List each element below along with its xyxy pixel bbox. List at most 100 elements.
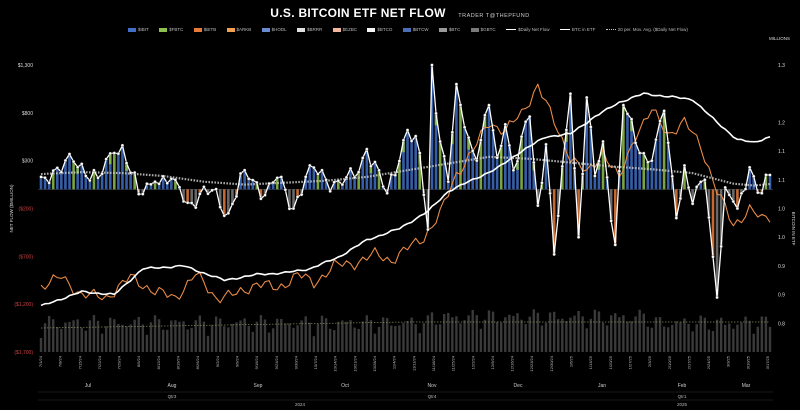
flow-bar <box>292 189 295 209</box>
volume-bar <box>512 315 515 352</box>
flow-bar <box>373 162 377 190</box>
flow-bar <box>389 174 393 190</box>
volume-bar <box>504 317 507 352</box>
volume-bar <box>64 322 67 352</box>
volume-bar <box>333 330 336 352</box>
flow-bar <box>483 115 487 190</box>
flow-point <box>137 192 141 196</box>
flow-point <box>752 174 756 178</box>
flow-point <box>479 138 483 142</box>
flow-bar <box>267 183 271 190</box>
volume-bar <box>495 321 499 352</box>
flow-bar <box>337 180 340 190</box>
flow-bar <box>577 189 580 238</box>
x-date-label: 8/12/24 <box>156 355 161 369</box>
volume-bar <box>239 320 242 352</box>
volume-bar <box>104 326 108 352</box>
flow-bar <box>60 172 63 190</box>
flow-point <box>76 165 80 169</box>
flow-point <box>442 154 446 158</box>
flow-bar <box>394 175 397 190</box>
flow-bar <box>410 141 413 190</box>
volume-bar <box>186 329 189 352</box>
flow-bar <box>442 156 446 190</box>
volume-bar <box>300 320 303 352</box>
volume-bar <box>719 317 723 352</box>
flow-bar <box>296 189 299 197</box>
flow-bar <box>43 177 47 190</box>
flow-point <box>617 169 621 173</box>
flow-point <box>226 211 230 215</box>
x-date-label: 9/30/24 <box>293 355 298 369</box>
flow-point <box>760 191 764 195</box>
flow-bar <box>642 153 646 190</box>
flow-bar <box>446 181 450 190</box>
flow-point <box>650 159 654 163</box>
right-axis-label: BITCOIN IN ETF <box>791 212 796 246</box>
flow-bar <box>516 161 519 190</box>
flow-bar <box>764 174 768 190</box>
flow-point <box>601 139 605 144</box>
flow-point <box>67 152 72 156</box>
flow-bar <box>593 175 597 190</box>
x-date-label: 11/11/24 <box>411 355 416 371</box>
volume-bar <box>88 320 92 352</box>
legend-swatch <box>159 27 168 32</box>
volume-bar <box>744 316 747 352</box>
flow-point <box>173 178 178 182</box>
flow-point <box>699 180 703 184</box>
flow-bar <box>243 170 246 190</box>
flow-bar <box>707 189 711 218</box>
volume-bar <box>231 323 234 352</box>
legend-label: $BTCW <box>412 27 429 32</box>
flow-point <box>141 192 145 196</box>
volume-bar <box>548 312 552 352</box>
flow-point <box>39 175 43 179</box>
legend-item: 20 per. Mov. Avg. ($Daily Net Flow) <box>605 27 688 32</box>
flow-bar <box>251 180 255 190</box>
flow-point <box>206 192 210 196</box>
flow-bar <box>711 189 715 257</box>
volume-bar <box>630 321 633 352</box>
flow-bar <box>55 167 59 190</box>
flow-bar <box>361 157 365 190</box>
flow-bar-segment <box>662 110 666 123</box>
flow-bar <box>560 166 564 190</box>
year-label: 2024 <box>295 402 306 407</box>
flow-point <box>658 119 662 123</box>
volume-bar <box>544 322 548 352</box>
flow-bar <box>544 144 548 190</box>
flow-point <box>556 214 560 218</box>
left-tick-label: ($700) <box>19 254 34 260</box>
flow-bar <box>133 172 136 190</box>
flow-bar <box>503 124 507 190</box>
x-date-labels: 7/1/24 7/8/24 7/15/24 7/22/24 7/29/24 8/5/24 8… <box>38 355 770 371</box>
flow-bar <box>141 189 145 195</box>
volume-bar <box>308 322 311 352</box>
flow-point <box>397 159 402 163</box>
x-date-label: 12/23/24 <box>529 355 534 371</box>
flow-point <box>108 151 112 156</box>
volume-bar <box>129 324 132 352</box>
flow-point <box>133 170 137 175</box>
volume-bar <box>683 318 686 352</box>
volume-bar <box>516 313 519 352</box>
flow-bar <box>471 150 474 190</box>
x-date-label: 10/14/24 <box>333 355 338 371</box>
flow-point <box>84 174 88 178</box>
x-date-label: 3/10/25 <box>745 355 750 369</box>
flow-bar <box>288 189 291 209</box>
volume-bar <box>406 320 409 352</box>
volume-bar <box>72 320 75 352</box>
flow-bar <box>353 177 356 190</box>
flow-bar <box>487 105 491 190</box>
flow-bar <box>736 189 739 209</box>
flow-point <box>88 178 92 183</box>
x-date-label: 1/6/25 <box>569 355 574 367</box>
flow-point <box>247 177 251 181</box>
flow-point <box>466 135 471 140</box>
volume-bar <box>259 315 263 352</box>
volume-bar <box>528 316 531 352</box>
volume-bar <box>357 328 360 352</box>
flow-bar <box>84 175 88 190</box>
